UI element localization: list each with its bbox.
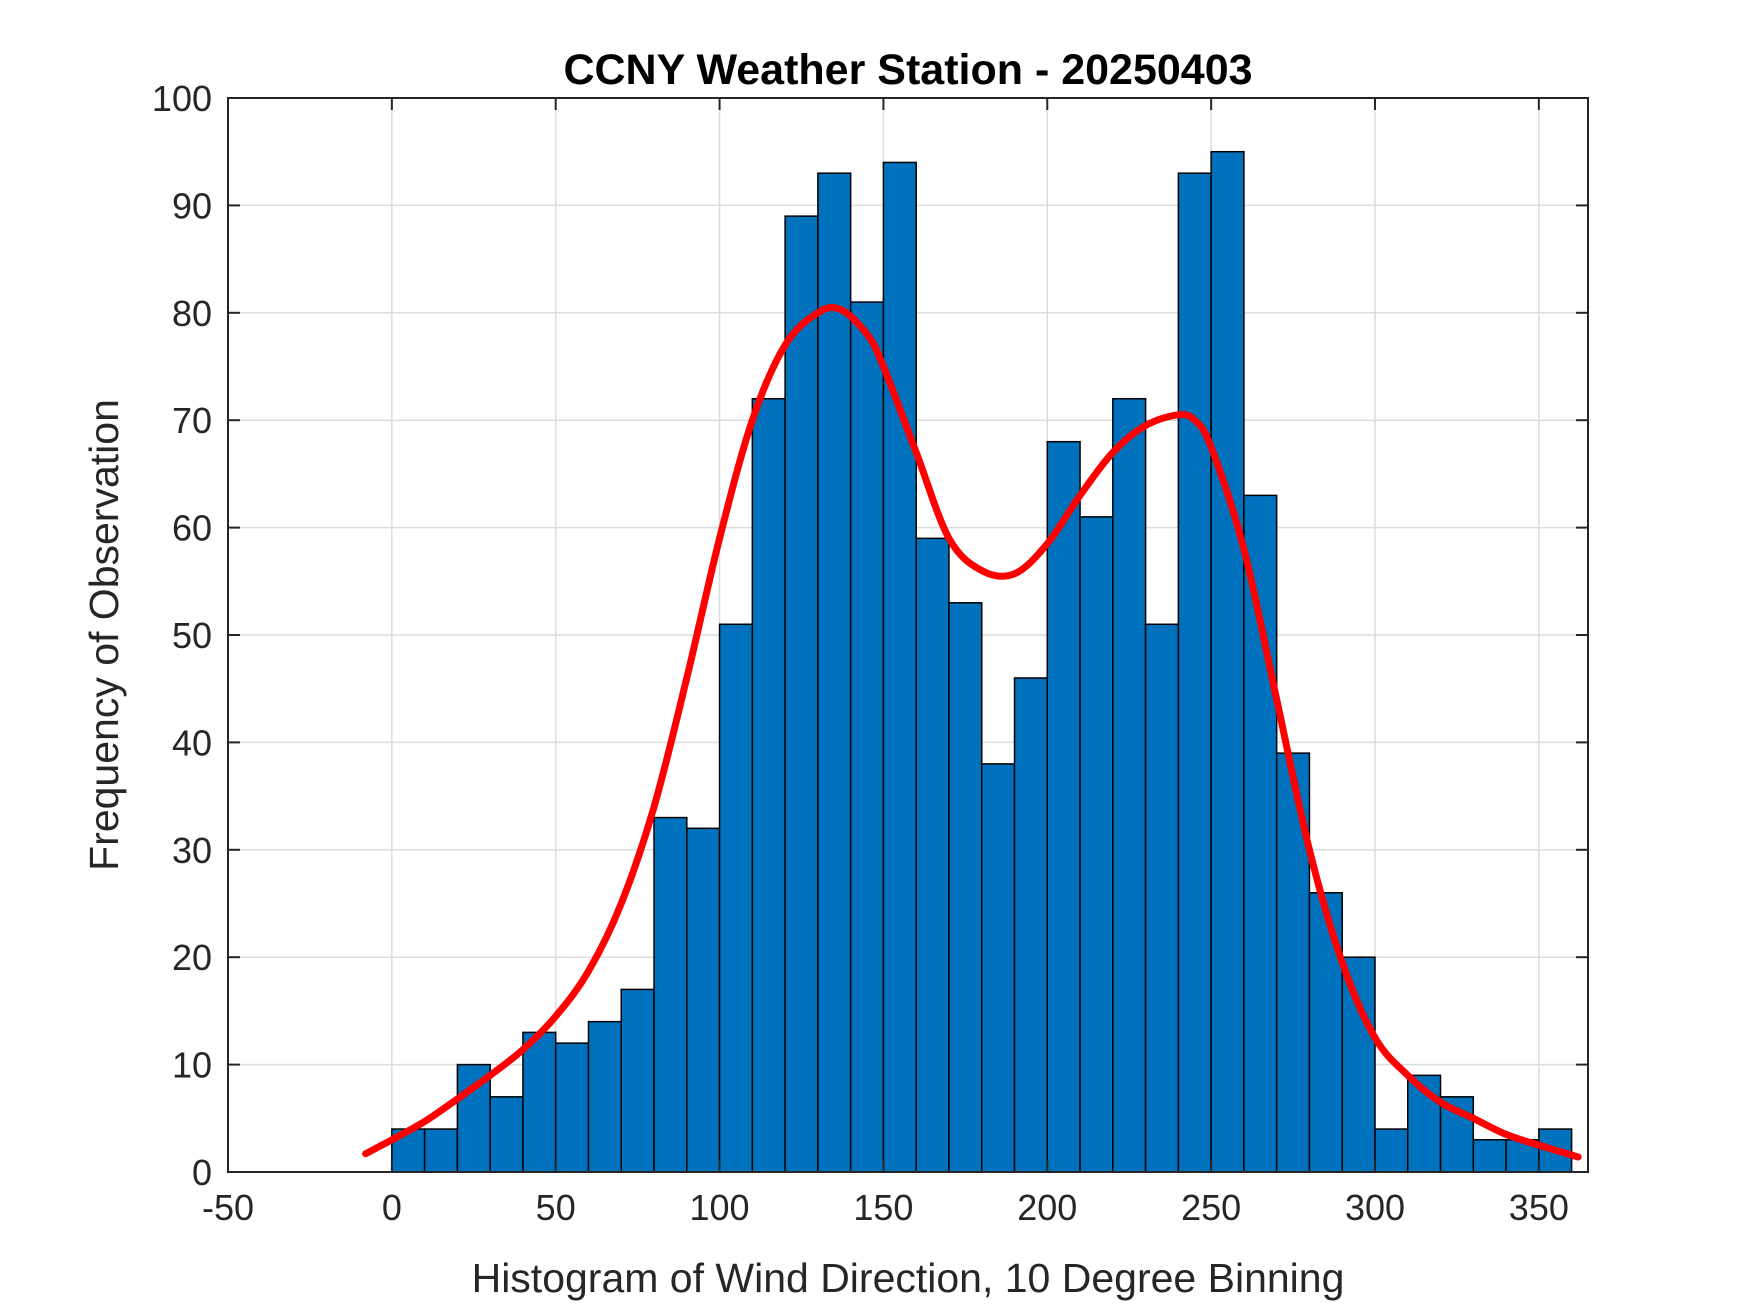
histogram-bar (1341, 956, 1376, 1173)
x-tick-label: 150 (853, 1187, 913, 1228)
x-tick-labels: -50 0 50 100 150 200 250 300 350 (202, 1187, 1569, 1228)
x-axis-label: Histogram of Wind Direction, 10 Degree B… (472, 1255, 1345, 1301)
fit-curve-layer (362, 303, 1582, 1161)
histogram-bar (1472, 1139, 1507, 1173)
y-tick-label: 100 (152, 78, 212, 119)
x-tick-label: -50 (202, 1187, 254, 1228)
x-tick-label: 350 (1509, 1187, 1569, 1228)
histogram-bar (653, 816, 688, 1173)
histogram-bar (784, 215, 819, 1173)
histogram-bar (817, 172, 852, 1173)
histogram-bar (587, 1020, 623, 1173)
x-tick-label: 300 (1345, 1187, 1405, 1228)
y-tick-label: 10 (172, 1045, 212, 1086)
histogram-bar (1013, 677, 1049, 1173)
x-tick-label: 200 (1017, 1187, 1077, 1228)
histogram-bar (554, 1042, 590, 1173)
y-tick-label: 50 (172, 615, 212, 656)
histogram-bar (1046, 440, 1081, 1173)
y-tick-label: 40 (172, 722, 212, 763)
histogram-bar (620, 988, 655, 1173)
x-tick-label: 50 (536, 1187, 576, 1228)
histogram-bar (751, 397, 786, 1173)
x-tick-label: 0 (382, 1187, 402, 1228)
histogram-bar (489, 1096, 524, 1173)
histogram-bar (423, 1128, 459, 1173)
histogram-bar (1308, 892, 1343, 1173)
histogram-bar (1177, 172, 1212, 1173)
histogram-bar (718, 623, 754, 1173)
y-tick-label: 20 (172, 937, 212, 978)
histogram-bar (1210, 150, 1245, 1173)
x-tick-label: 100 (690, 1187, 750, 1228)
x-tick-label: 250 (1181, 1187, 1241, 1228)
y-tick-label: 80 (172, 293, 212, 334)
y-tick-label: 70 (172, 400, 212, 441)
y-tick-label: 90 (172, 185, 212, 226)
histogram-bar (1112, 397, 1147, 1173)
tick-marks (227, 97, 1588, 1173)
y-axis-label: Frequency of Observation (81, 399, 127, 871)
histogram-bar (1144, 623, 1180, 1173)
histogram-bar (980, 763, 1016, 1173)
histogram-bar (522, 1031, 557, 1173)
y-tick-label: 0 (192, 1152, 212, 1193)
y-tick-labels: 0 10 20 30 40 50 60 70 80 90 100 (152, 78, 212, 1193)
histogram-bar (1243, 494, 1278, 1173)
histogram-bar (849, 301, 885, 1173)
chart-title: CCNY Weather Station - 20250403 (563, 46, 1252, 94)
histogram-bar (882, 161, 917, 1173)
histogram-bar (915, 537, 950, 1173)
histogram-bar (1374, 1128, 1409, 1173)
histogram-bar (1079, 516, 1114, 1173)
fit-curve (362, 303, 1582, 1161)
histogram-bars (391, 150, 1573, 1173)
histogram-bar (686, 827, 721, 1173)
y-tick-label: 30 (172, 830, 212, 871)
histogram-bar (948, 602, 983, 1173)
y-tick-label: 60 (172, 508, 212, 549)
